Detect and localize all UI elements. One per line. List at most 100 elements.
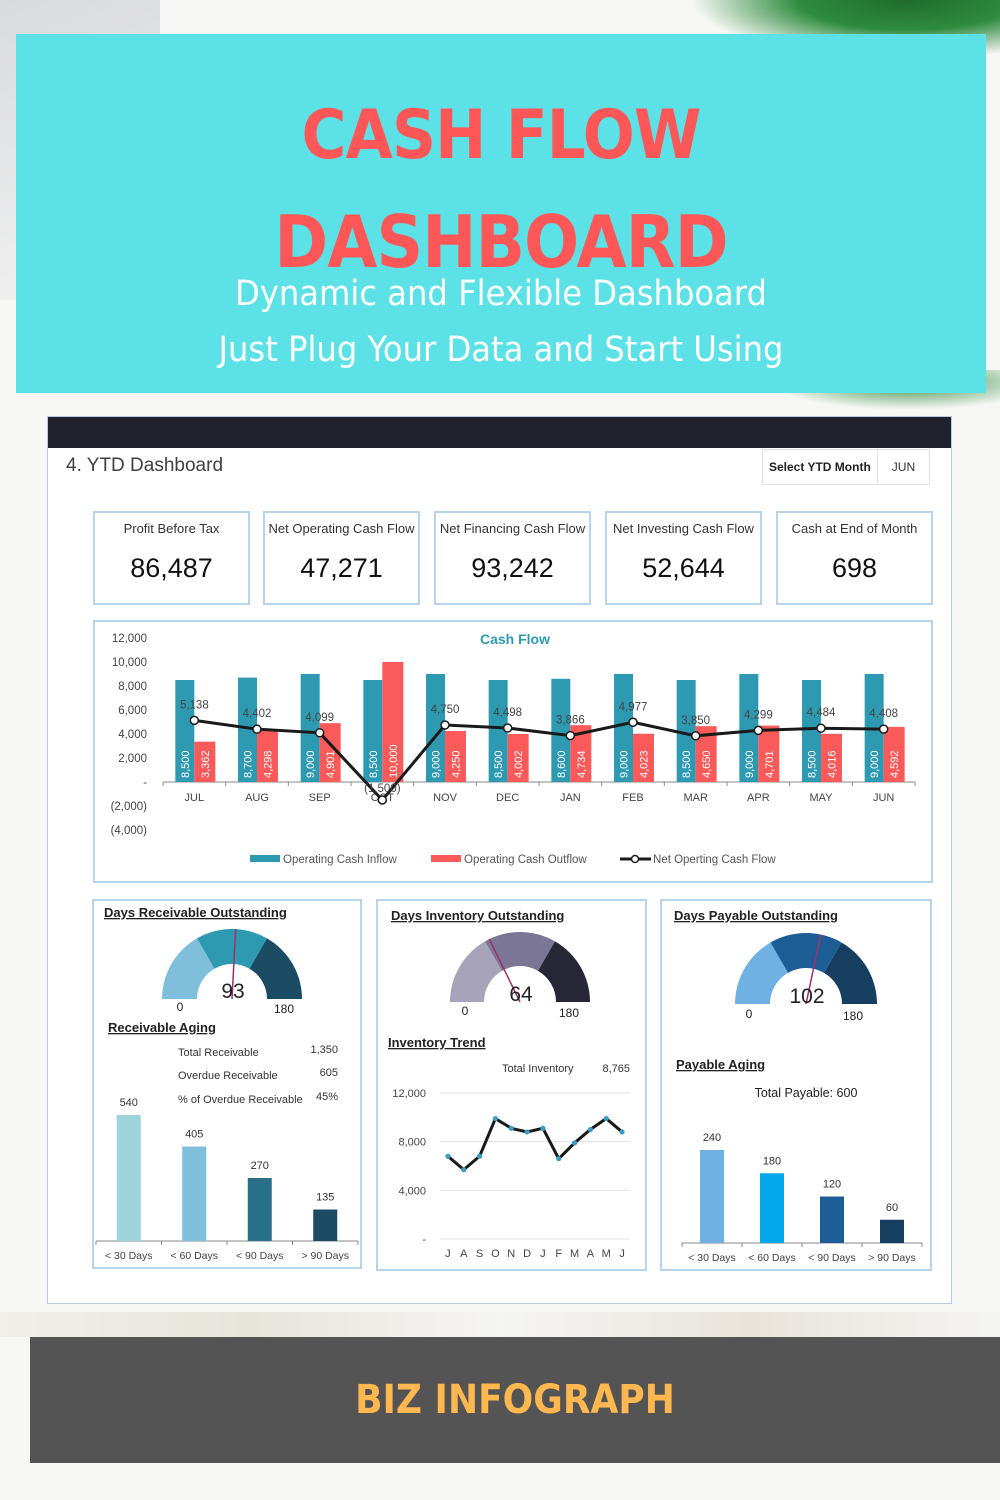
x-tick-label: SEP (309, 792, 331, 804)
net-cash-flow-point (565, 730, 576, 741)
inventory-trend-point (508, 1125, 514, 1131)
dro-gauge-segment (249, 938, 302, 999)
inflow-bar-label: 9,000 (869, 750, 881, 778)
payable-x-label: < 60 Days (748, 1252, 796, 1264)
net-cash-flow-label: 4,408 (869, 708, 898, 720)
y-tick-label: 8,000 (118, 681, 147, 693)
x-tick-label: DEC (496, 792, 519, 804)
dpo-gauge-segment (770, 933, 842, 973)
inventory-y-tick-label: 4,000 (398, 1185, 426, 1197)
kpi-value: 698 (831, 553, 878, 583)
inflow-bar-label: 8,500 (493, 750, 505, 778)
select-ytd-month-value[interactable]: JUN (891, 460, 916, 474)
inventory-trend-point (445, 1153, 451, 1159)
payable-x-label: < 30 Days (688, 1252, 736, 1264)
inflow-bar-label: 8,500 (681, 750, 693, 778)
inventory-trend-point (619, 1129, 625, 1135)
title-banner: CASH FLOW DASHBOARD Dynamic and Flexible… (16, 34, 986, 393)
receivable-stat-value: 45% (316, 1091, 338, 1103)
outflow-bar (570, 725, 592, 782)
inflow-bar-label: 9,000 (431, 750, 443, 778)
dro-title: Days Receivable Outstanding (104, 905, 287, 920)
total-inventory-label: Total Inventory (502, 1063, 574, 1075)
outflow-bar-label: 4,298 (263, 750, 275, 778)
receivable-stat-value: 1,350 (310, 1044, 338, 1056)
payable-x-label: < 90 Days (808, 1252, 856, 1264)
inventory-x-label: O (491, 1248, 500, 1260)
dpo-min-label: 0 (746, 1007, 753, 1021)
inventory-x-label: D (523, 1248, 531, 1260)
banner-title-line1: CASH FLOW (301, 96, 702, 175)
inflow-bar-label: 9,000 (619, 750, 631, 778)
outflow-bar (883, 726, 905, 782)
net-cash-flow-label: 3,850 (681, 715, 710, 727)
inventory-x-label: N (507, 1248, 515, 1260)
inflow-bar-label: 8,600 (556, 750, 568, 778)
x-tick-label: AUG (245, 792, 269, 804)
net-cash-flow-label: 4,977 (619, 701, 648, 713)
paperclips-decoration (0, 1312, 1000, 1337)
y-tick-label: 6,000 (118, 705, 147, 717)
legend-swatch (431, 855, 461, 862)
legend-line-marker (630, 854, 640, 864)
dro-max-label: 180 (274, 1002, 294, 1016)
payable-bar (760, 1173, 784, 1243)
dio-title: Days Inventory Outstanding (391, 908, 564, 923)
outflow-bar (445, 731, 466, 782)
select-ytd-month-label: Select YTD Month (763, 450, 878, 484)
dpo-value: 102 (789, 985, 824, 1008)
total-payable-text: Total Payable: 600 (755, 1086, 858, 1100)
inventory-trend-point (524, 1129, 530, 1135)
dpo-gauge-needle (805, 934, 822, 1005)
inventory-trend-title: Inventory Trend (388, 1035, 486, 1050)
receivable-bar (247, 1178, 272, 1241)
kpi-card-cash-at-end-of-month: Cash at End of Month 698 (776, 511, 933, 605)
receivable-stat-label: Total Receivable (178, 1047, 259, 1059)
inflow-bar (551, 678, 571, 782)
legend-label: Operating Cash Outflow (464, 854, 587, 866)
net-cash-flow-point (816, 723, 826, 733)
payable-bar-label: 60 (886, 1202, 898, 1214)
dio-gauge-needle (488, 938, 521, 1003)
inflow-bar (488, 680, 508, 782)
ytd-month-selector[interactable]: Select YTD Month JUN (762, 449, 931, 485)
kpi-label: Profit Before Tax (123, 521, 220, 536)
dio-value: 64 (509, 983, 533, 1006)
receivable-bar (116, 1115, 141, 1241)
inventory-x-label: A (587, 1248, 595, 1260)
inflow-bar-label: 8,500 (368, 750, 380, 778)
net-cash-flow-label: (1,500) (364, 783, 401, 795)
dpo-gauge-segment (735, 942, 788, 1004)
inventory-trend-point (461, 1167, 467, 1173)
dio-gauge-segment (450, 941, 502, 1002)
inventory-trend-point (492, 1115, 499, 1122)
inventory-trend-point (571, 1140, 578, 1146)
dro-min-label: 0 (177, 1000, 184, 1014)
net-cash-flow-point (753, 725, 764, 736)
outflow-bar-label: 4,592 (889, 750, 901, 778)
outflow-bar-label: 4,002 (513, 750, 525, 778)
kpi-card-net-investing-cash-flow: Net Investing Cash Flow 52,644 (605, 511, 762, 605)
y-tick-label: 12,000 (112, 633, 147, 645)
x-tick-label: JAN (560, 792, 581, 804)
inventory-trend-point (476, 1153, 483, 1159)
receivable-stat-value: 605 (320, 1067, 338, 1079)
x-tick-label: APR (747, 792, 770, 804)
inflow-bar-label: 8,700 (243, 750, 255, 778)
receivable-x-label: > 90 Days (301, 1250, 349, 1262)
inventory-trend-point (587, 1126, 594, 1133)
outflow-bar (695, 726, 717, 782)
payable-x-label: > 90 Days (868, 1252, 916, 1264)
y-tick-label: (4,000) (111, 825, 148, 837)
net-cash-flow-point (878, 724, 889, 734)
net-cash-flow-point (502, 723, 513, 733)
net-cash-flow-point (252, 724, 262, 734)
x-tick-label: MAY (809, 792, 833, 804)
days-inventory-chart: Days Inventory Outstanding 64 0 180 Inventor… (388, 908, 630, 1260)
legend-swatch (250, 855, 280, 862)
net-cash-flow-point (314, 728, 325, 738)
x-tick-label: FEB (622, 792, 643, 804)
inflow-bar (175, 680, 195, 782)
inflow-bar (300, 674, 320, 782)
inflow-bar (238, 677, 257, 782)
